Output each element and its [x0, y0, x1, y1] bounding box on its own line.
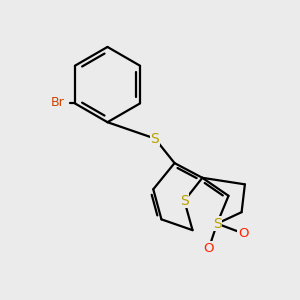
Text: O: O: [238, 227, 248, 240]
Text: S: S: [151, 131, 159, 146]
Text: Br: Br: [51, 96, 65, 109]
Text: S: S: [213, 217, 221, 231]
Text: S: S: [180, 194, 189, 208]
Text: O: O: [204, 242, 214, 255]
